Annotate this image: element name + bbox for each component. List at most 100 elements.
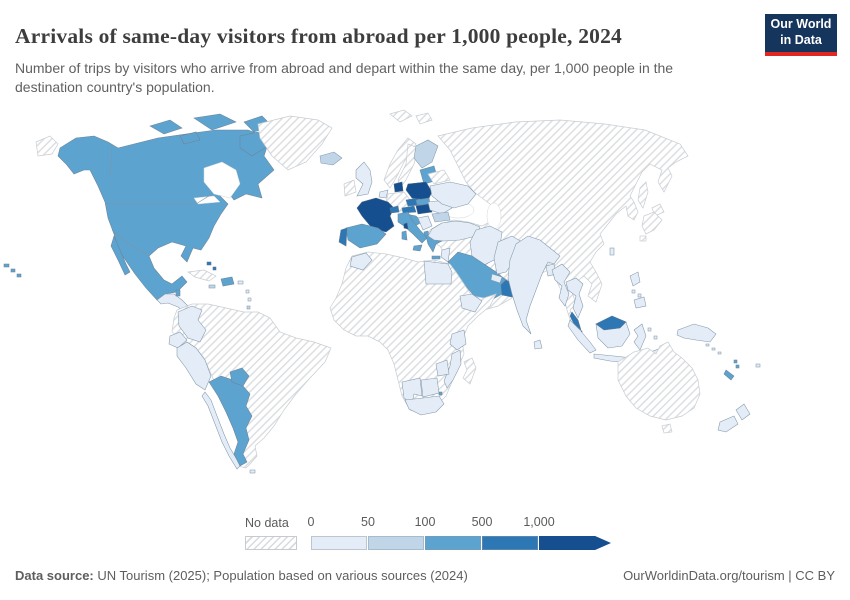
country-ecuador[interactable] bbox=[168, 331, 188, 349]
lesser-antilles-3[interactable] bbox=[246, 305, 251, 310]
country-turkey[interactable] bbox=[427, 220, 481, 242]
hawaii-island-2[interactable] bbox=[10, 268, 16, 273]
country-canada-usa-mexico-mainland[interactable] bbox=[57, 129, 275, 301]
japan-kyushu[interactable] bbox=[639, 235, 647, 242]
country-hungary[interactable] bbox=[415, 203, 433, 215]
world-map[interactable] bbox=[0, 104, 850, 514]
philippines-visayas-2[interactable] bbox=[637, 293, 642, 298]
country-austria[interactable] bbox=[401, 205, 417, 214]
country-tanzania[interactable] bbox=[449, 329, 467, 351]
country-dominican-republic[interactable] bbox=[220, 276, 235, 287]
country-puerto-rico[interactable] bbox=[237, 280, 244, 285]
country-vanuatu-2[interactable] bbox=[735, 364, 740, 369]
country-serbia[interactable] bbox=[417, 215, 433, 231]
legend-segment-100-500[interactable] bbox=[425, 536, 481, 550]
italy-sardinia[interactable] bbox=[401, 230, 408, 241]
owid-logo[interactable]: Our World in Data bbox=[765, 14, 837, 56]
solomon-islands-2[interactable] bbox=[711, 347, 716, 351]
russia-sakhalin[interactable] bbox=[637, 181, 649, 209]
solomon-islands-3[interactable] bbox=[717, 351, 722, 355]
country-myanmar[interactable] bbox=[551, 263, 571, 307]
country-egypt[interactable] bbox=[423, 260, 453, 285]
italy-sicily[interactable] bbox=[412, 244, 423, 252]
falkland-islands[interactable] bbox=[249, 469, 256, 474]
country-malaysia-peninsula[interactable] bbox=[569, 311, 582, 331]
philippines-mindanao[interactable] bbox=[633, 296, 647, 309]
country-namibia[interactable] bbox=[401, 377, 423, 405]
country-new-caledonia[interactable] bbox=[723, 369, 735, 381]
indonesia-sumatra[interactable] bbox=[567, 319, 597, 354]
country-russia-chukotka-west[interactable] bbox=[35, 135, 59, 157]
indonesia-maluku-1[interactable] bbox=[647, 327, 652, 332]
country-colombia[interactable] bbox=[177, 305, 207, 343]
country-sri-lanka[interactable] bbox=[533, 339, 543, 350]
country-netherlands-belgium[interactable] bbox=[378, 189, 389, 199]
australia-tasmania[interactable] bbox=[661, 423, 673, 434]
country-paraguay[interactable] bbox=[229, 367, 250, 387]
country-australia[interactable] bbox=[617, 341, 701, 421]
country-ukraine[interactable] bbox=[429, 181, 477, 209]
legend-gradient-bar[interactable] bbox=[311, 536, 611, 550]
country-jamaica[interactable] bbox=[208, 284, 216, 289]
indonesia-maluku-2[interactable] bbox=[653, 335, 658, 340]
legend-segment-1000-plus-arrow[interactable] bbox=[539, 536, 611, 550]
country-malaysia-borneo[interactable] bbox=[595, 315, 627, 331]
country-uae[interactable] bbox=[490, 273, 503, 284]
country-morocco[interactable] bbox=[349, 252, 373, 271]
country-finland[interactable] bbox=[413, 139, 439, 169]
country-mexico-baja[interactable] bbox=[110, 235, 131, 276]
country-madagascar[interactable] bbox=[462, 357, 477, 385]
country-belize[interactable] bbox=[175, 289, 181, 297]
svalbard-islands[interactable] bbox=[389, 109, 433, 125]
country-peru[interactable] bbox=[176, 341, 212, 391]
country-fiji[interactable] bbox=[755, 363, 761, 368]
country-portugal[interactable] bbox=[338, 227, 348, 247]
legend-segment-50-100[interactable] bbox=[368, 536, 424, 550]
country-switzerland[interactable] bbox=[389, 205, 400, 214]
japan-honshu[interactable] bbox=[641, 211, 663, 235]
lesser-antilles-1[interactable] bbox=[245, 289, 250, 294]
country-iran[interactable] bbox=[469, 225, 503, 267]
hawaii-island-1[interactable] bbox=[3, 263, 10, 268]
country-belarus[interactable] bbox=[427, 169, 451, 185]
country-ethiopia[interactable] bbox=[459, 293, 483, 313]
solomon-islands-1[interactable] bbox=[705, 343, 710, 347]
country-mozambique[interactable] bbox=[443, 349, 462, 389]
legend-segment-0-50[interactable] bbox=[311, 536, 367, 550]
country-poland[interactable] bbox=[405, 181, 433, 201]
country-india[interactable] bbox=[507, 235, 561, 335]
greece-crete[interactable] bbox=[431, 255, 441, 260]
hawaii-island-3[interactable] bbox=[16, 273, 22, 278]
country-taiwan[interactable] bbox=[609, 247, 615, 256]
country-thailand[interactable] bbox=[565, 277, 584, 319]
country-bahamas-2[interactable] bbox=[212, 266, 217, 271]
indonesia-sulawesi[interactable] bbox=[633, 323, 647, 351]
france-corsica[interactable] bbox=[403, 222, 409, 230]
philippines-luzon[interactable] bbox=[629, 271, 641, 287]
legend-no-data-swatch[interactable] bbox=[245, 536, 297, 550]
country-greenland[interactable] bbox=[257, 115, 333, 171]
country-iceland[interactable] bbox=[319, 151, 343, 166]
country-cuba[interactable] bbox=[187, 269, 217, 282]
country-vanuatu-1[interactable] bbox=[733, 359, 738, 364]
country-bulgaria[interactable] bbox=[431, 211, 451, 223]
canada-victoria-island[interactable] bbox=[179, 131, 201, 145]
country-south-africa[interactable] bbox=[404, 395, 445, 416]
country-ireland[interactable] bbox=[343, 179, 357, 197]
owid-link[interactable]: OurWorldinData.org/tourism | CC BY bbox=[623, 568, 835, 583]
country-italy[interactable] bbox=[397, 211, 428, 244]
canada-arctic-island-2[interactable] bbox=[193, 113, 237, 131]
new-zealand-south-island[interactable] bbox=[717, 415, 739, 433]
country-zimbabwe[interactable] bbox=[435, 359, 450, 377]
country-chile[interactable] bbox=[201, 391, 243, 470]
legend-segment-500-1000[interactable] bbox=[482, 536, 538, 550]
country-france[interactable] bbox=[356, 197, 395, 233]
country-denmark[interactable] bbox=[393, 181, 404, 193]
philippines-visayas-1[interactable] bbox=[631, 289, 636, 294]
country-eswatini[interactable] bbox=[438, 391, 443, 396]
canada-arctic-island-1[interactable] bbox=[149, 119, 183, 135]
lesser-antilles-2[interactable] bbox=[247, 297, 252, 302]
country-united-kingdom[interactable] bbox=[355, 161, 373, 197]
region-south-america-no-data[interactable] bbox=[171, 303, 332, 469]
country-papua-new-guinea[interactable] bbox=[676, 323, 717, 343]
